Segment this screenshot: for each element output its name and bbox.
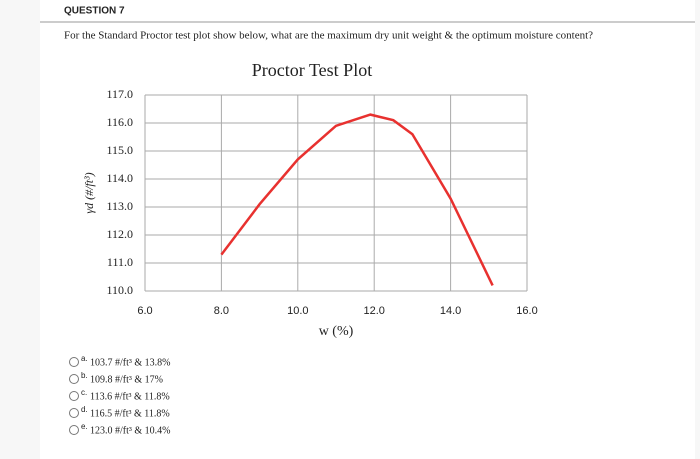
radio-button[interactable]	[69, 408, 79, 418]
y-tick-label: 114.0	[106, 171, 133, 185]
option-letter: c.	[81, 388, 87, 397]
question-label: QUESTION 7	[64, 6, 125, 17]
data-line	[220, 113, 494, 286]
x-tick-label: 10.0	[287, 305, 308, 317]
option-text: 116.5 #/ft³ & 11.8%	[90, 408, 170, 419]
x-tick-label: 8.0	[214, 305, 229, 317]
radio-button[interactable]	[69, 374, 79, 384]
question-text: For the Standard Proctor test plot show …	[64, 30, 593, 42]
y-tick-label: 116.0	[106, 115, 133, 129]
x-axis-label: w (%)	[319, 324, 354, 339]
y-axis-label: γd (#/ft³)	[82, 172, 96, 213]
y-tick-label: 117.0	[106, 87, 133, 101]
x-tick-label: 12.0	[363, 305, 384, 317]
option-text: 109.8 #/ft³ & 17%	[90, 374, 163, 385]
y-tick-label: 111.0	[107, 255, 133, 269]
plot: 110.0 111.0 112.0 113.0 114.0 115.0 116.0 117.0…	[106, 87, 537, 317]
x-tick-label: 14.0	[440, 305, 461, 317]
radio-button[interactable]	[69, 357, 79, 367]
option-letter: e.	[81, 422, 88, 431]
option-letter: b.	[81, 371, 88, 380]
x-tick-label: 6.0	[137, 305, 152, 317]
option-text: 103.7 #/ft³ & 13.8%	[90, 357, 171, 368]
radio-button[interactable]	[69, 391, 79, 401]
y-tick-label: 112.0	[106, 227, 133, 241]
x-tick-label: 16.0	[516, 305, 537, 317]
y-tick-label: 110.0	[106, 283, 133, 297]
option-letter: a.	[81, 354, 88, 363]
y-tick-label: 113.0	[106, 199, 133, 213]
options: a. 103.7 #/ft³ & 13.8%b. 109.8 #/ft³ & 17%…	[69, 354, 171, 436]
option-letter: d.	[81, 405, 88, 414]
content-panel	[40, 0, 695, 459]
option-text: 123.0 #/ft³ & 10.4%	[90, 425, 171, 436]
y-tick-label: 115.0	[106, 143, 133, 157]
option-text: 113.6 #/ft³ & 11.8%	[90, 391, 170, 402]
chart-title: Proctor Test Plot	[252, 60, 372, 80]
radio-button[interactable]	[69, 425, 79, 435]
